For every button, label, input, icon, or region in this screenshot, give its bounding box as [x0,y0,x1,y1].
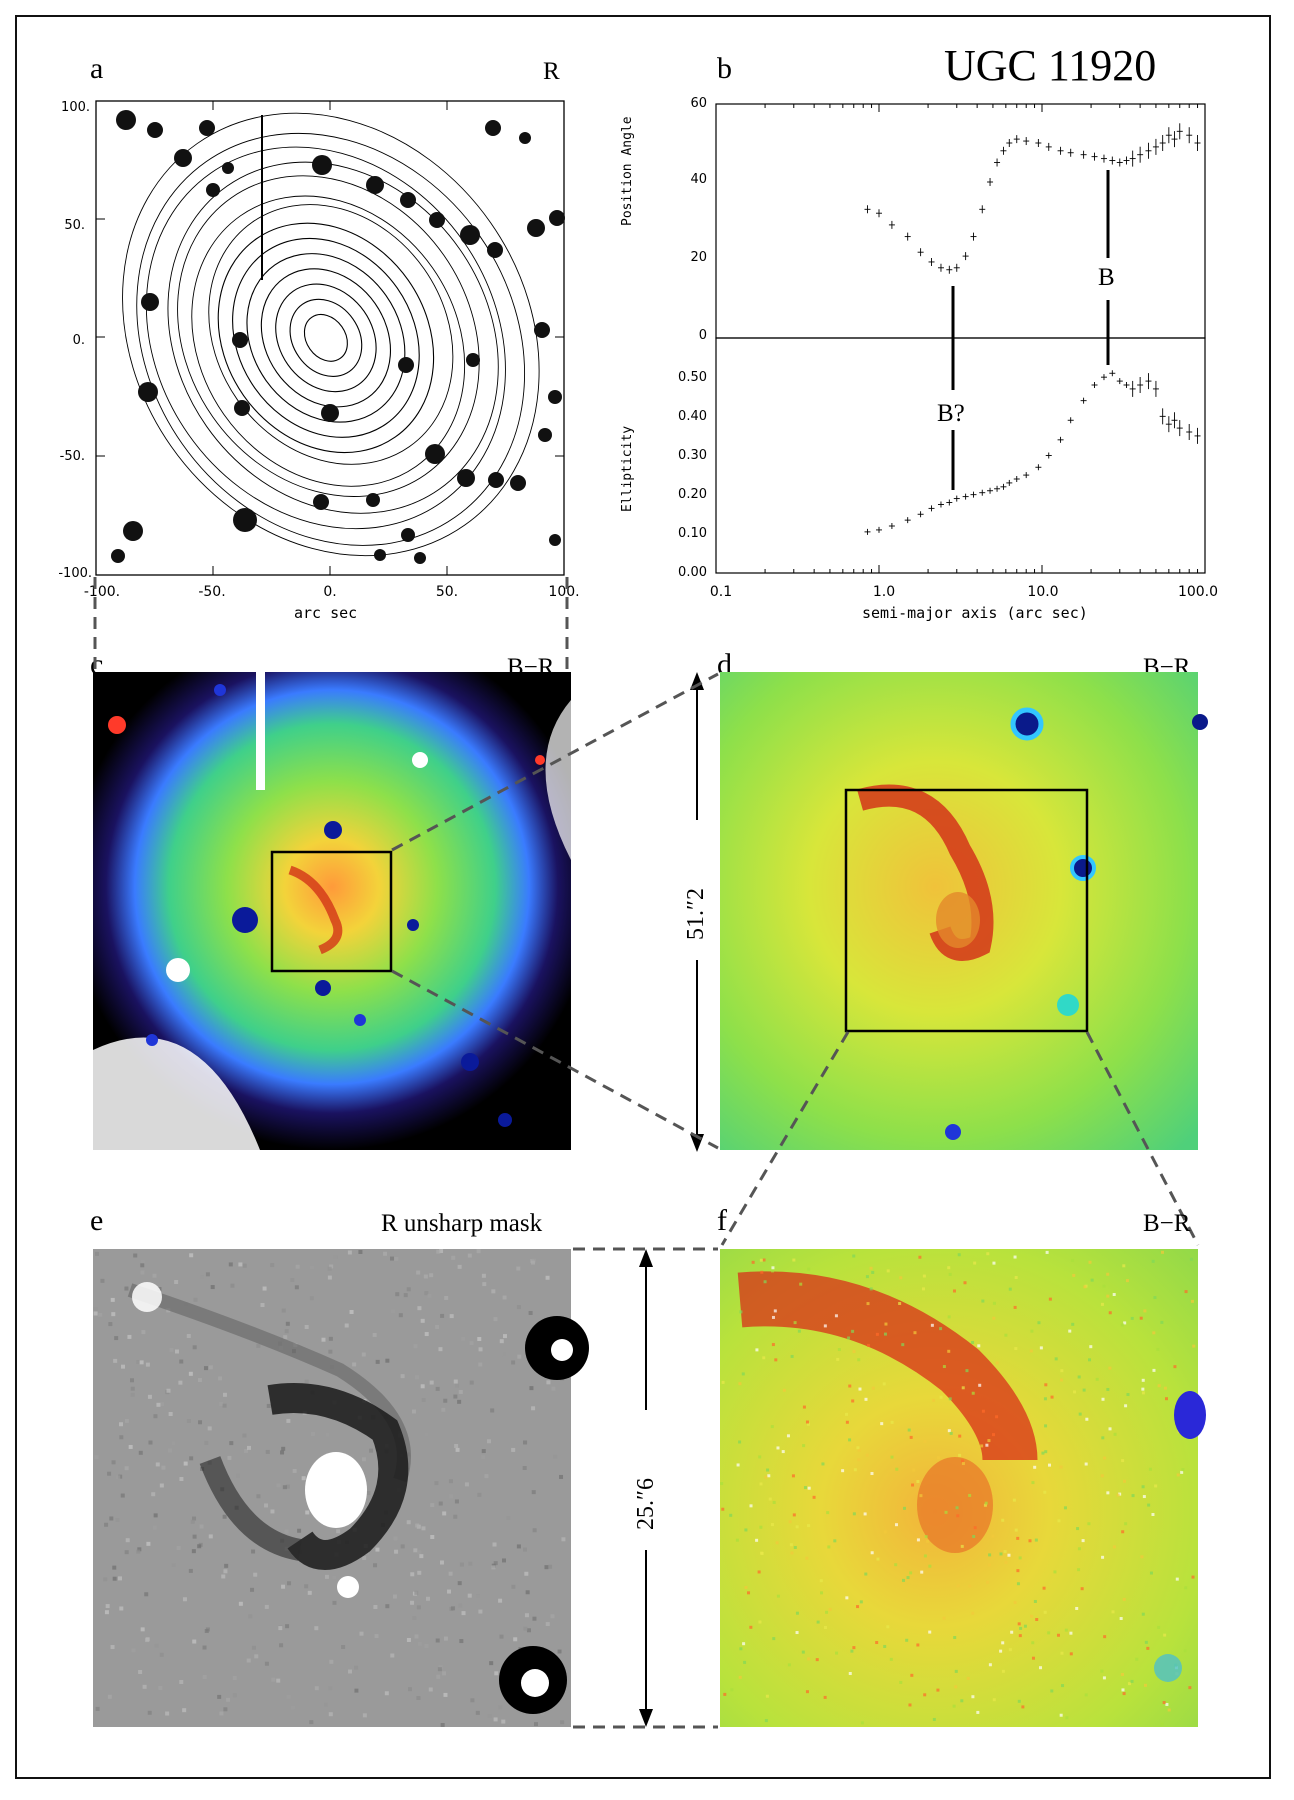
star-contour-blob [234,400,250,416]
star-contour-blob [488,472,504,488]
panel-a-ytick: -100. [58,566,92,581]
star-contour-blob [141,293,159,311]
star-contour-blob [199,120,215,136]
star-contour-blob [510,475,526,491]
panel-a-ytick: -50. [59,449,85,464]
panel-e-letter: e [90,1204,104,1237]
panel-b-ytick-top: 20 [690,250,707,265]
panel-b-xtick: 1.0 [872,584,896,600]
panel-a-xtick: 100. [548,584,580,600]
star-contour-blob [374,549,386,561]
star-dot [407,919,419,931]
star-contour-blob [123,521,143,541]
star-dot [498,1113,512,1127]
figure-frame [15,15,1271,1779]
panel-b-ytick-bottom: 0.20 [678,487,707,502]
panel-b-ytick-bottom: 0.00 [678,565,707,580]
star-contour-blob [206,183,220,197]
star-dot [214,684,226,696]
panel-b-ytick-bottom: 0.10 [678,526,707,541]
panel-a-band: R [543,58,560,85]
star-contour-blob [466,353,480,367]
panel-b-ytick-bottom: 0.40 [678,409,707,424]
star-dot [146,1034,158,1046]
star-dot [315,980,331,996]
star-contour-blob [460,225,480,245]
star-contour-blob [425,444,445,464]
star-contour-blob [366,176,384,194]
star-contour-blob [401,528,415,542]
star-contour-blob [414,552,426,564]
star-dot [354,1014,366,1026]
star-contour-blob [174,149,192,167]
star-contour-blob [232,332,248,348]
panel-a-ytick: 100. [61,100,90,115]
star-contour-blob [527,219,545,237]
panel-a-ytick: 0. [72,333,85,348]
star-contour-blob [457,469,475,487]
star-dot [461,1053,479,1071]
panel-b-ytick-top: 60 [690,96,707,111]
star-dot [535,755,545,765]
star-contour-blob [312,155,332,175]
panel-a-xtick: -50. [198,584,226,600]
star-contour-blob [398,357,414,373]
panel-b-xtick: 100.0 [1177,584,1219,600]
panel-b-xlabel: semi-major axis (arc sec) [862,604,1088,622]
star-contour-blob [138,382,158,402]
star-dot [412,752,428,768]
panel-a-letter: a [90,52,104,85]
panel-a-xtick: 0. [323,584,337,600]
star-dot [166,958,190,982]
panel-b-ytick-top: 0 [698,328,707,343]
panel-e-band: R unsharp mask [381,1210,543,1237]
star-contour-blob [111,549,125,563]
star-dot [108,716,126,734]
panel-a-xtick: 50. [435,584,459,600]
panel-a-xtick: -100. [83,584,121,600]
star-contour-blob [222,162,234,174]
star-contour-blob [519,132,531,144]
star-contour-blob [400,192,416,208]
star-contour-blob [233,508,257,532]
star-dot [324,821,342,839]
panel-a-xlabel: arc sec [294,604,358,622]
star-contour-blob [485,120,501,136]
star-contour-blob [549,210,565,226]
star-contour-blob [549,534,561,546]
figure-title: UGC 11920 [944,41,1157,90]
star-contour-blob [538,428,552,442]
star-contour-blob [534,322,550,338]
star-contour-blob [366,493,380,507]
panel-b-ytick-top: 40 [690,172,707,187]
panel-b-ytick-bottom: 0.50 [678,370,707,385]
panel-f-letter: f [717,1204,727,1237]
star-contour-blob [321,404,339,422]
panel-b-xtick: 0.1 [709,584,733,600]
panel-b-letter: b [717,52,732,85]
panel-f-band: B−R [1143,1210,1191,1237]
star-dot [232,907,258,933]
panel-b-ytick-bottom: 0.30 [678,448,707,463]
star-contour-blob [116,110,136,130]
star-contour-blob [548,390,562,404]
star-contour-blob [147,122,163,138]
panel-b-xtick: 10.0 [1027,584,1059,600]
panel-a-ytick: 50. [64,218,85,233]
bar-question-annotation: B? [937,400,965,427]
bar-annotation: B [1098,264,1115,291]
star-contour-blob [487,242,503,258]
star-contour-blob [313,494,329,510]
star-contour-blob [429,212,445,228]
